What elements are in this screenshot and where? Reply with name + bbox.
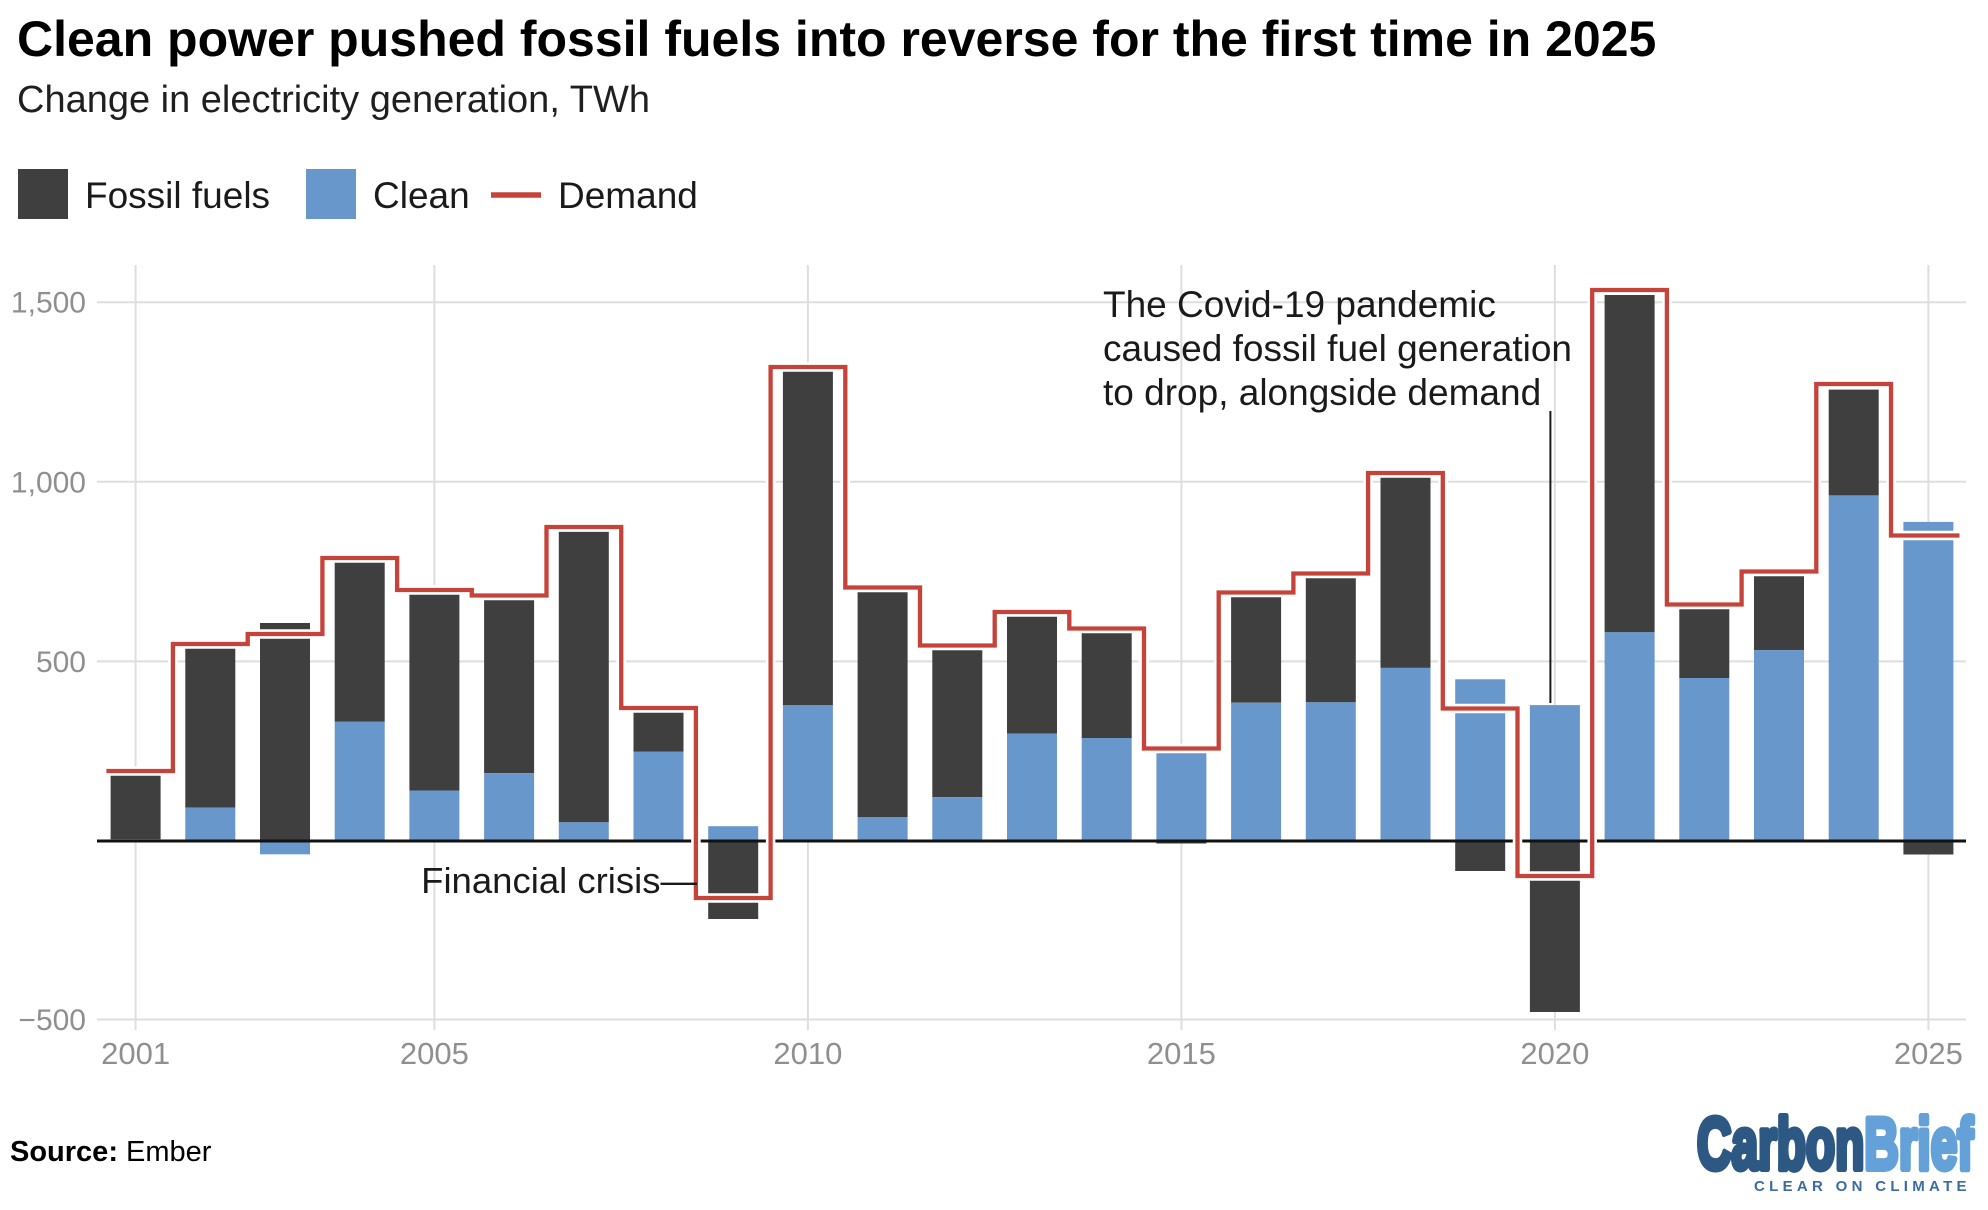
svg-text:to drop, alongside demand: to drop, alongside demand [1103,372,1541,413]
svg-text:caused fossil fuel generation: caused fossil fuel generation [1103,328,1572,369]
svg-text:Fossil fuels: Fossil fuels [85,175,270,216]
svg-text:2025: 2025 [1894,1036,1963,1071]
svg-text:1,500: 1,500 [11,287,86,320]
svg-text:2015: 2015 [1147,1036,1216,1071]
svg-text:Clean: Clean [373,175,470,216]
svg-text:1,000: 1,000 [11,466,86,499]
svg-text:−500: −500 [18,1004,86,1037]
svg-text:Source: Ember: Source: Ember [10,1136,212,1168]
svg-text:Clean power pushed fossil fuel: Clean power pushed fossil fuels into rev… [17,11,1656,67]
svg-text:2020: 2020 [1520,1036,1589,1071]
svg-text:Change in electricity generati: Change in electricity generation, TWh [17,79,650,121]
svg-text:The Covid-19 pandemic: The Covid-19 pandemic [1103,284,1496,325]
svg-text:CarbonBrief: CarbonBrief [1697,1104,1974,1186]
svg-text:2010: 2010 [773,1036,842,1071]
svg-text:2001: 2001 [101,1036,170,1071]
svg-text:2005: 2005 [400,1036,469,1071]
svg-text:Financial crisis—: Financial crisis— [421,860,697,901]
svg-text:CLEAR ON CLIMATE: CLEAR ON CLIMATE [1754,1178,1971,1195]
svg-text:Demand: Demand [558,175,698,216]
svg-text:500: 500 [36,646,86,679]
